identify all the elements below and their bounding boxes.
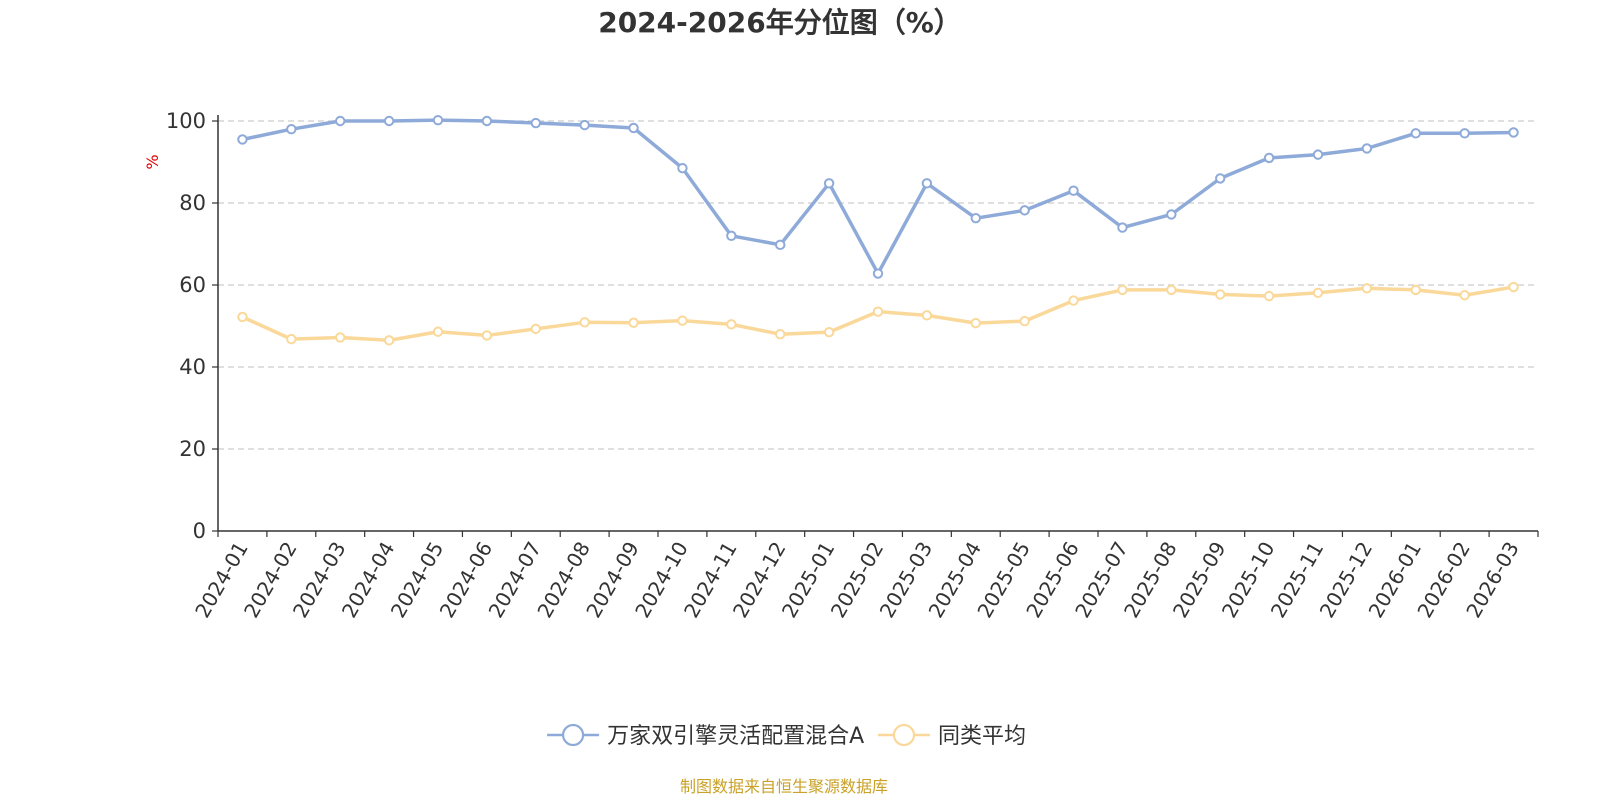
legend-label: 万家双引擎灵活配置混合A (607, 724, 864, 749)
legend: 万家双引擎灵活配置混合A 同类平均 (547, 723, 1026, 749)
series-1-point (432, 114, 444, 126)
series-2-point (383, 335, 395, 346)
series-1-point (1508, 127, 1519, 138)
series-1-point (1263, 152, 1275, 164)
y-axis-ticks: 0 20 40 60 80 100 (166, 109, 218, 543)
legend-label: 同类平均 (938, 724, 1026, 749)
series-2-point (1215, 289, 1226, 300)
series-1-point (335, 115, 346, 127)
series-2-point (579, 317, 590, 328)
series-2-point (970, 317, 981, 329)
series-2-point (1459, 290, 1470, 301)
series-1-point (872, 268, 884, 279)
series-2-point (921, 310, 933, 321)
y-tick-label: 80 (179, 191, 206, 215)
series-2-point (872, 306, 884, 317)
series-2-point (1117, 284, 1128, 296)
series-1-point (1019, 205, 1030, 216)
series-1-point (726, 230, 737, 242)
legend-circle-icon (561, 723, 585, 747)
legend-circle-icon (892, 723, 916, 747)
series-2-point (1019, 315, 1030, 327)
series-1-point (237, 134, 248, 145)
series-2-point (237, 311, 248, 323)
series-2-point (677, 315, 688, 326)
y-tick-label: 20 (179, 437, 206, 461)
series-line-1 (240, 118, 1516, 276)
y-tick-label: 60 (179, 273, 206, 297)
series-2-point (1068, 295, 1079, 306)
series-2-point (286, 333, 297, 345)
data-source-note: 制图数据来自恒生聚源数据库 (680, 777, 888, 796)
series-1-point (823, 178, 835, 189)
series-1-point (530, 117, 541, 129)
series-2-point (823, 326, 835, 338)
series-1-point (970, 212, 981, 224)
series-2-point (1508, 281, 1519, 293)
series-1-point (1361, 143, 1373, 154)
y-tick-label: 100 (166, 109, 206, 133)
series-2-point (1166, 284, 1177, 296)
y-tick-label: 40 (179, 355, 206, 379)
legend-item-1: 万家双引擎灵活配置混合A (547, 723, 864, 749)
series-1-point (1459, 128, 1470, 139)
series-1-point (921, 178, 933, 189)
series-2-point (481, 330, 493, 341)
series-2-point (530, 323, 541, 335)
series-1-point (286, 124, 297, 135)
series-2-point (432, 326, 444, 337)
series-2-point (1361, 283, 1373, 294)
y-tick-label: 0 (193, 519, 206, 543)
axes (217, 115, 1538, 532)
chart-title: 2024-2026年分位图（%） (598, 6, 962, 39)
series-1-point (1410, 128, 1421, 139)
series-1-point (1215, 173, 1226, 184)
series-2-point (335, 332, 346, 343)
series-1-point (1166, 209, 1177, 220)
series-2-point (726, 319, 737, 330)
series-1-point (1068, 185, 1079, 196)
series-1-point (481, 115, 493, 127)
x-axis-ticks: 2024-012024-022024-032024-042024-052024-… (190, 531, 1539, 622)
gridlines (218, 120, 1538, 450)
series-2-point (1312, 287, 1324, 298)
series-1-point (628, 122, 639, 134)
y-axis-unit-label: % (143, 154, 162, 169)
series-1-point (677, 162, 688, 174)
series-1-point (1312, 149, 1324, 160)
series-2-point (1263, 290, 1275, 302)
series-1-point (1117, 222, 1128, 233)
series-2-point (1410, 284, 1421, 296)
series-layer (237, 114, 1519, 346)
series-1-point (775, 239, 786, 251)
series-1-point (383, 115, 395, 127)
series-2-point (628, 317, 639, 328)
legend-item-2: 同类平均 (877, 723, 1026, 749)
series-1-point (579, 119, 590, 131)
series-2-point (775, 329, 786, 340)
